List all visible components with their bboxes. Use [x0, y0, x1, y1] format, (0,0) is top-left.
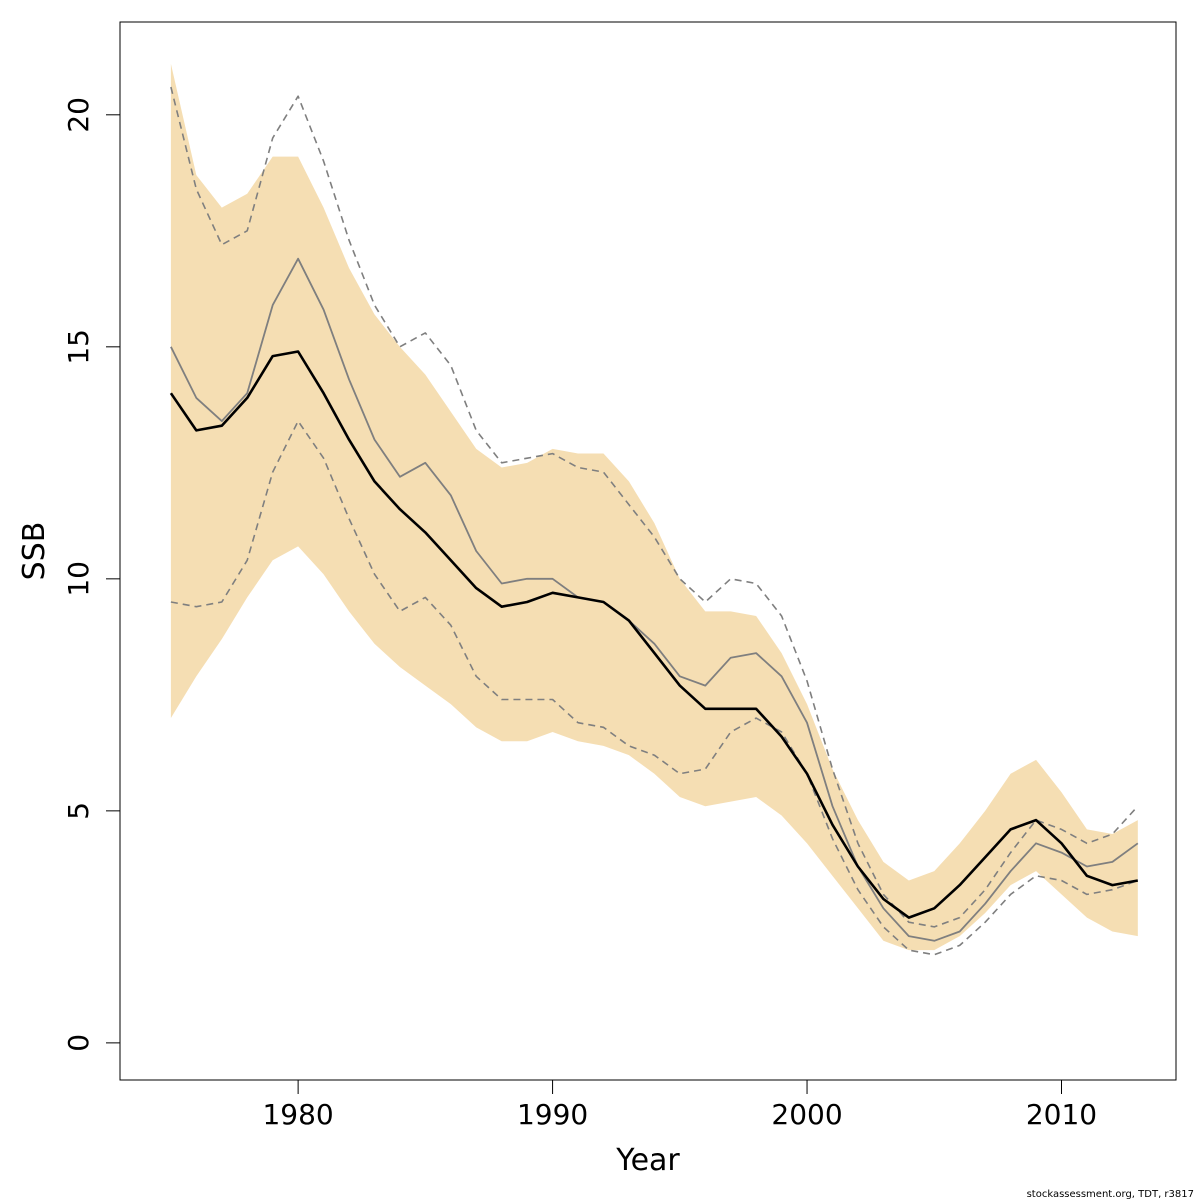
series-lines-layer	[169, 86, 1139, 956]
comparison-estimate-line	[170, 257, 1139, 942]
y-tick-label: 20	[62, 97, 95, 133]
comparison-lower-line	[170, 420, 1139, 956]
credit-text: stockassessment.org, TDT, r3817	[1027, 1189, 1194, 1200]
y-tick-label: 5	[62, 802, 95, 820]
x-axis-title: Year	[615, 1143, 680, 1178]
x-tick-label: 2000	[771, 1098, 842, 1131]
y-tick-label: 10	[62, 561, 95, 597]
x-tick-label: 1980	[262, 1098, 333, 1131]
confidence-band-layer	[170, 63, 1138, 951]
y-axis: 0 5 10 15 20	[62, 97, 121, 1052]
y-axis-title: SSB	[17, 522, 52, 581]
confidence-band	[170, 63, 1138, 951]
x-tick-label: 1990	[517, 1098, 588, 1131]
comparison-upper-line	[170, 86, 1139, 928]
y-tick-label: 15	[62, 329, 95, 365]
x-axis: 1980 1990 2000 2010	[262, 1079, 1097, 1131]
y-tick-label: 0	[62, 1034, 95, 1052]
estimate-line	[169, 350, 1139, 919]
x-tick-label: 2010	[1026, 1098, 1097, 1131]
